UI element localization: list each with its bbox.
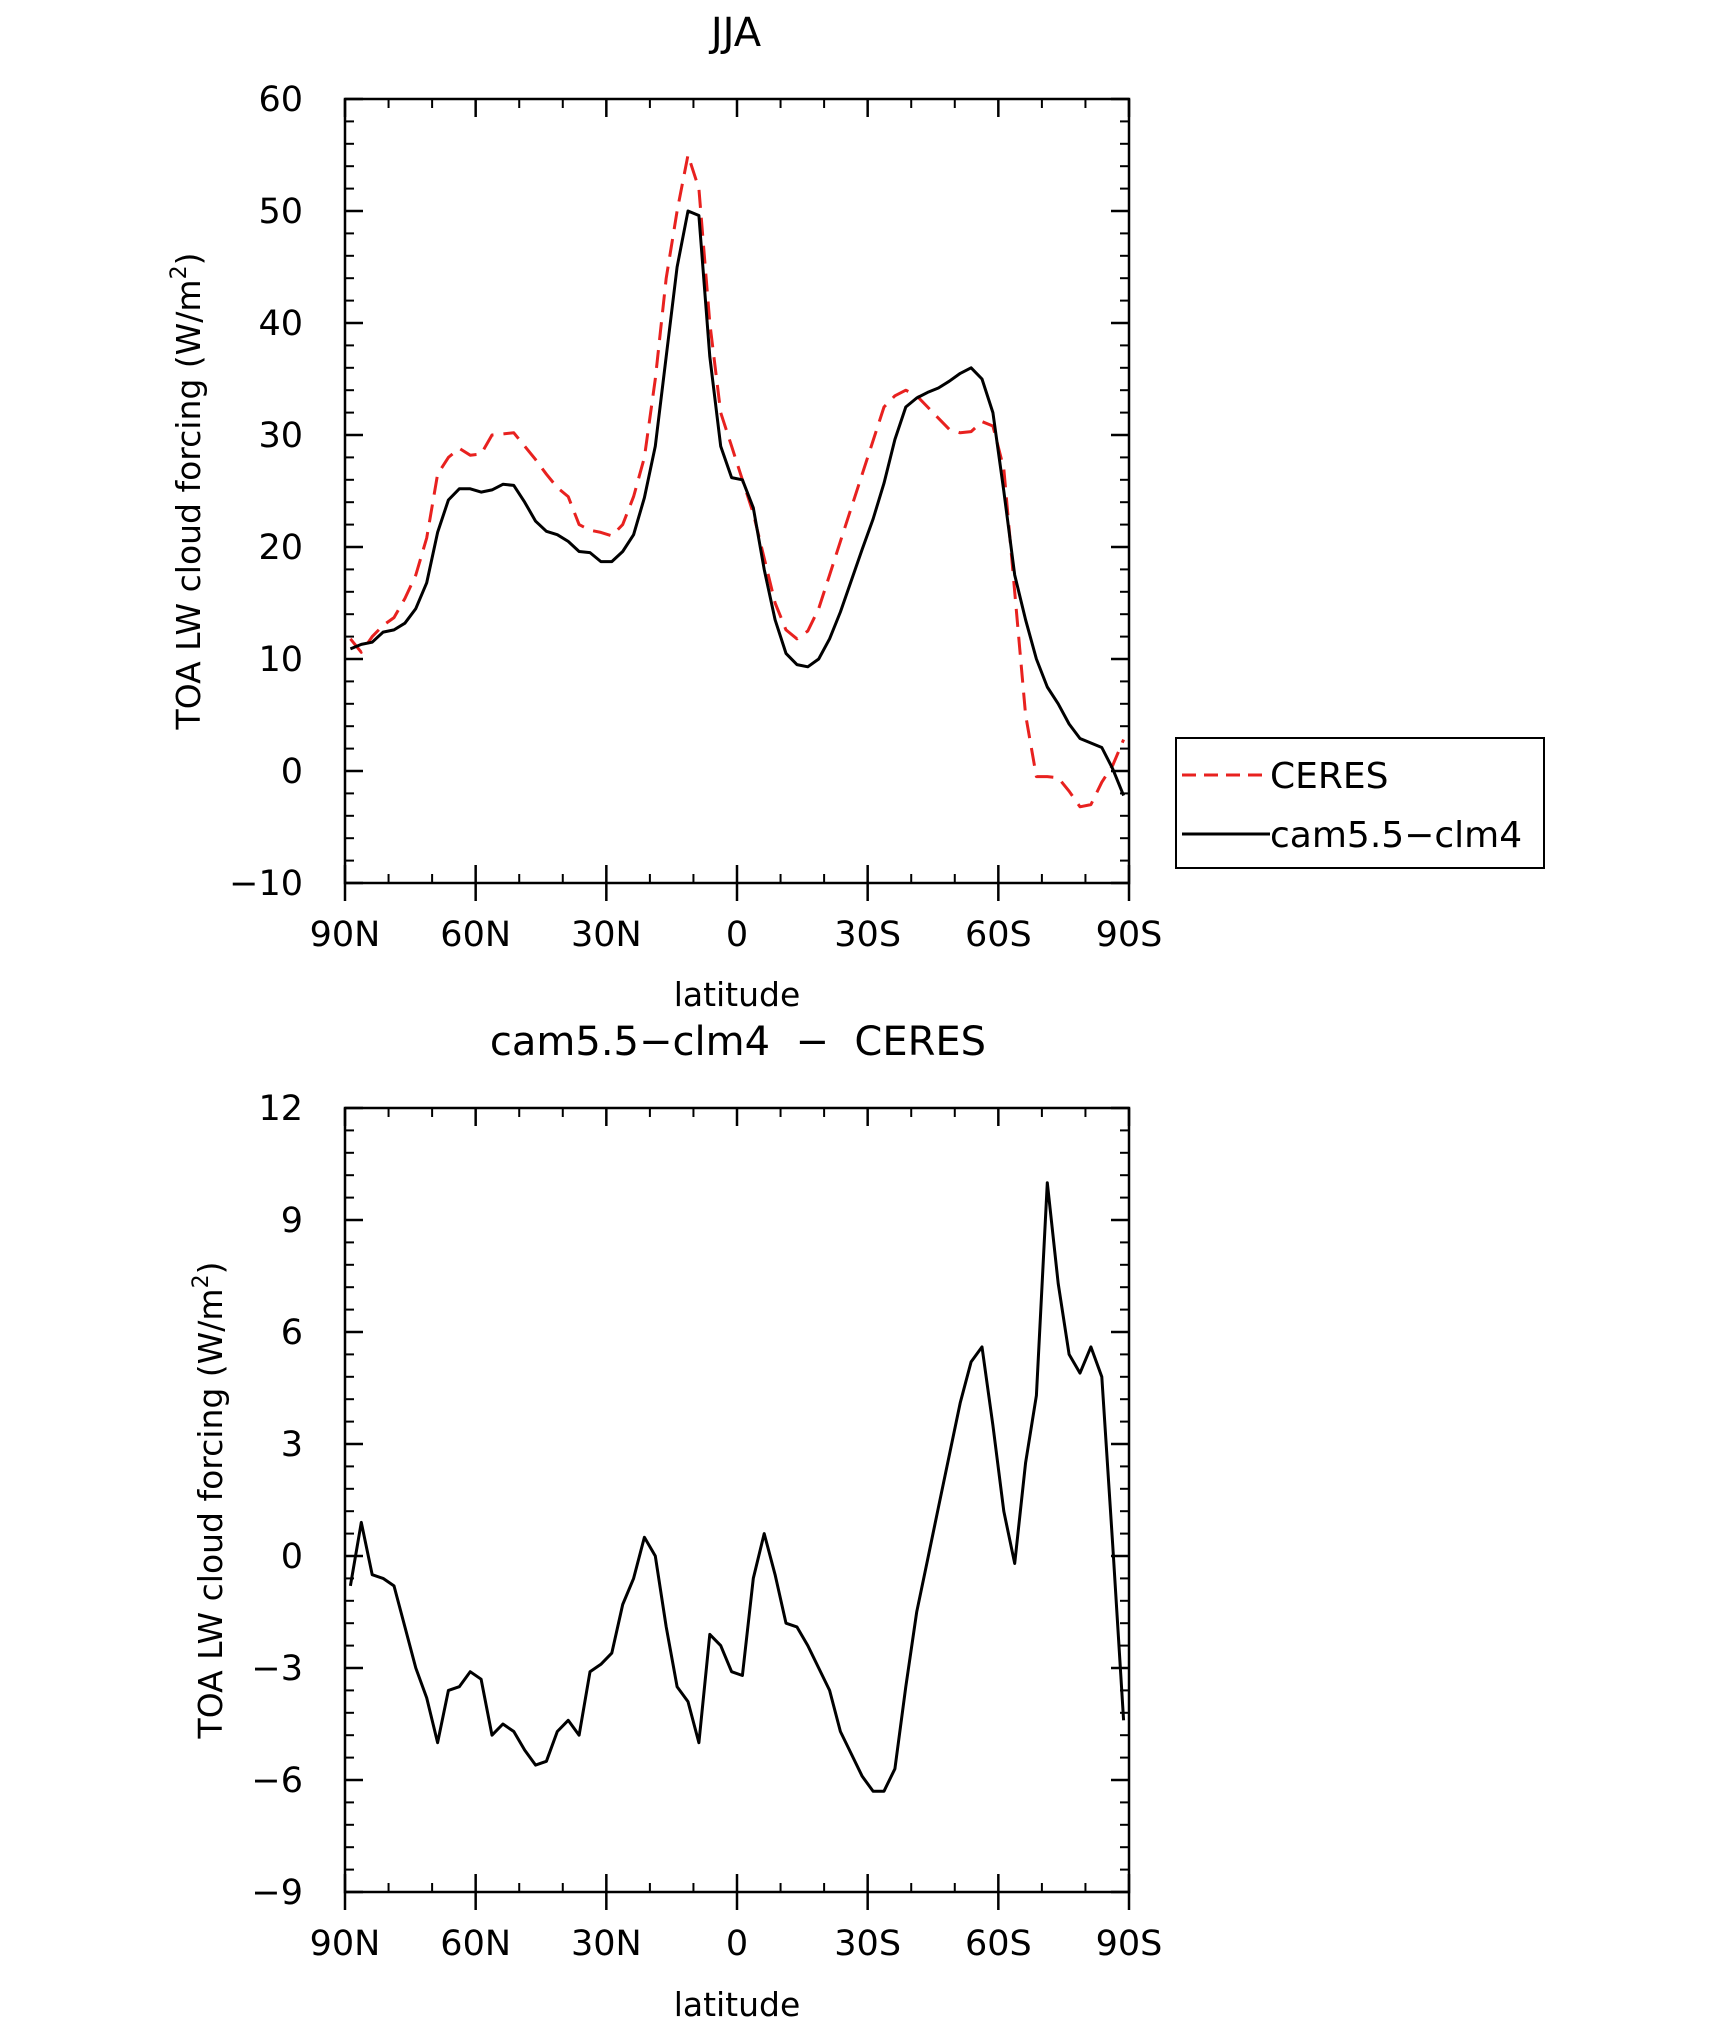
y-tick-label: −3 bbox=[251, 1649, 303, 1689]
top-chart-x-axis-label: latitude bbox=[674, 975, 801, 1014]
series-line-cam5-5-clm4 bbox=[349, 209, 1125, 797]
x-tick-label: 60N bbox=[440, 915, 511, 955]
bottom-chart-y-axis-label-main: TOA LW cloud forcing (W/m bbox=[191, 1288, 230, 1739]
y-tick-label: 0 bbox=[281, 752, 303, 792]
x-tick-label: 30N bbox=[571, 915, 642, 955]
x-tick-label: 60S bbox=[965, 915, 1032, 955]
bottom-chart-x-axis-label: latitude bbox=[674, 1985, 801, 2021]
x-tick-label: 90S bbox=[1096, 1924, 1163, 1964]
top-chart-title: JJA bbox=[708, 10, 762, 56]
top-chart-frame bbox=[343, 97, 1131, 885]
y-tick-label: 40 bbox=[258, 304, 303, 344]
bottom-chart-y-tick-labels: −9 −6 −3 0 3 6 9 12 bbox=[251, 1089, 303, 1913]
top-chart-ticks bbox=[343, 97, 1131, 901]
x-tick-label: 90N bbox=[310, 1924, 381, 1964]
legend-label-ceres: CERES bbox=[1270, 756, 1389, 797]
x-tick-label: 30N bbox=[571, 1924, 642, 1964]
top-chart-legend: CERES cam5.5−clm4 bbox=[1175, 737, 1545, 869]
y-tick-label: 12 bbox=[258, 1089, 303, 1129]
y-tick-label: −6 bbox=[251, 1761, 303, 1801]
legend-box bbox=[1175, 737, 1545, 869]
legend-label-cam5: cam5.5−clm4 bbox=[1270, 815, 1522, 856]
y-tick-label: 3 bbox=[281, 1425, 303, 1465]
bottom-chart-title: cam5.5−clm4 − CERES bbox=[490, 1019, 986, 1065]
top-chart-series bbox=[349, 153, 1125, 809]
top-chart-panel: JJA −10 0 10 20 30 40 50 60 90N 60N 30N 0 30S 60S 90S… bbox=[167, 10, 1545, 1014]
bottom-chart-series bbox=[348, 1181, 1126, 1793]
x-tick-label: 0 bbox=[726, 915, 748, 955]
top-chart-x-tick-labels: 90N 60N 30N 0 30S 60S 90S bbox=[310, 915, 1163, 955]
y-tick-label: −9 bbox=[251, 1873, 303, 1913]
x-tick-label: 60S bbox=[965, 1924, 1032, 1964]
bottom-chart-x-tick-labels: 90N 60N 30N 0 30S 60S 90S bbox=[310, 1924, 1163, 1964]
y-tick-label: 50 bbox=[258, 192, 303, 232]
y-tick-label: −10 bbox=[229, 864, 303, 904]
x-tick-label: 90S bbox=[1096, 915, 1163, 955]
top-chart-y-axis-label: TOA LW cloud forcing (W/m2) bbox=[167, 253, 208, 731]
y-tick-label: 60 bbox=[258, 80, 303, 120]
y-tick-label: 30 bbox=[258, 416, 303, 456]
bottom-chart-panel: cam5.5−clm4 − CERES −9 −6 −3 0 3 6 9 12 90N 60N 3… bbox=[189, 1019, 1162, 2021]
bottom-chart-y-axis-label-superscript: 2 bbox=[189, 1274, 214, 1288]
bottom-chart-y-axis-label-close: ) bbox=[191, 1262, 230, 1275]
series-line-ceres bbox=[349, 153, 1125, 809]
x-tick-label: 90N bbox=[310, 915, 381, 955]
x-tick-label: 30S bbox=[834, 1924, 901, 1964]
y-tick-label: 9 bbox=[281, 1201, 303, 1241]
series-line-difference-0 bbox=[348, 1181, 1126, 1793]
top-chart-y-tick-labels: −10 0 10 20 30 40 50 60 bbox=[229, 80, 303, 904]
y-tick-label: 6 bbox=[281, 1313, 303, 1353]
top-chart-y-axis-label-close: ) bbox=[169, 253, 208, 266]
y-tick-label: 20 bbox=[258, 528, 303, 568]
top-chart-y-axis-label-main: TOA LW cloud forcing (W/m bbox=[169, 279, 208, 730]
bottom-chart-frame bbox=[343, 1106, 1131, 1894]
x-tick-label: 30S bbox=[834, 915, 901, 955]
bottom-chart-ticks bbox=[343, 1106, 1131, 1910]
bottom-chart-y-axis-label: TOA LW cloud forcing (W/m2) bbox=[189, 1262, 230, 1740]
y-tick-label: 10 bbox=[258, 640, 303, 680]
x-tick-label: 0 bbox=[726, 1924, 748, 1964]
top-chart-y-axis-label-superscript: 2 bbox=[167, 265, 192, 279]
x-tick-label: 60N bbox=[440, 1924, 511, 1964]
y-tick-label: 0 bbox=[281, 1537, 303, 1577]
